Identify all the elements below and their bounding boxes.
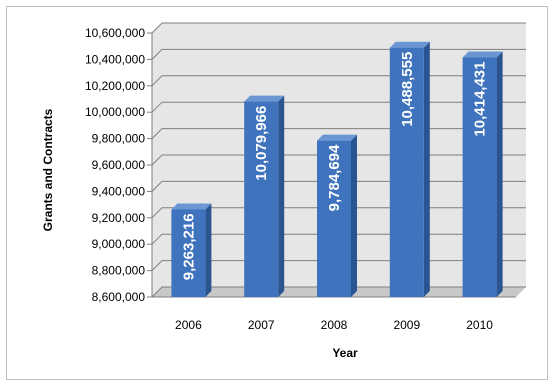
bar-group: 10,488,555 bbox=[389, 41, 430, 297]
bar-top bbox=[317, 134, 357, 141]
bar-top bbox=[462, 51, 503, 58]
x-tick-label: 2010 bbox=[466, 318, 493, 332]
y-tick-label: 10,200,000 bbox=[85, 79, 145, 93]
bar-side bbox=[351, 134, 357, 297]
y-axis-title: Grants and Contracts bbox=[41, 108, 55, 231]
y-tick-label: 9,400,000 bbox=[92, 184, 146, 198]
y-tick-label: 9,200,000 bbox=[92, 211, 146, 225]
y-axis-ticks: 8,600,000 8,800,000 9,000,000 9,200,000 9,40… bbox=[85, 26, 145, 304]
y-tick-label: 10,600,000 bbox=[85, 26, 145, 40]
bar-group: 10,079,966 bbox=[244, 95, 285, 297]
bar-value-label: 10,414,431 bbox=[472, 61, 489, 136]
bars: 9,263,216 10,079,966 9,784,694 10,488,555 10… bbox=[171, 41, 503, 297]
bar-value-label: 9,784,694 bbox=[326, 144, 343, 211]
bar-value-label: 9,263,216 bbox=[180, 213, 197, 280]
x-tick-label: 2007 bbox=[248, 318, 275, 332]
bar bbox=[317, 140, 351, 297]
bar bbox=[171, 209, 206, 297]
y-tick-label: 9,800,000 bbox=[92, 132, 146, 146]
y-tick-label: 9,000,000 bbox=[92, 237, 146, 251]
bar-value-label: 10,488,555 bbox=[399, 52, 416, 127]
bar-side bbox=[423, 41, 430, 297]
bar bbox=[244, 101, 279, 297]
bar-side bbox=[278, 95, 285, 297]
gridline bbox=[151, 22, 526, 34]
bar-group: 9,263,216 bbox=[171, 203, 212, 297]
bar-value-label: 10,079,966 bbox=[253, 106, 270, 181]
x-tick-label: 2006 bbox=[175, 318, 202, 332]
bar-group: 10,414,431 bbox=[462, 51, 503, 297]
bar-side bbox=[496, 51, 503, 297]
bar-side bbox=[205, 203, 212, 297]
bar-group: 9,784,694 bbox=[317, 134, 357, 297]
y-tick-label: 8,600,000 bbox=[92, 290, 146, 304]
bar-top bbox=[171, 203, 212, 210]
y-tick-label: 10,000,000 bbox=[85, 105, 145, 119]
bar bbox=[462, 57, 497, 297]
y-tick-label: 8,800,000 bbox=[92, 264, 146, 278]
x-tick-label: 2008 bbox=[321, 318, 348, 332]
bar-top bbox=[244, 95, 285, 102]
bar-top bbox=[389, 41, 430, 48]
y-tick-label: 9,600,000 bbox=[92, 158, 146, 172]
x-tick-label: 2009 bbox=[393, 318, 420, 332]
y-tick-label: 10,400,000 bbox=[85, 52, 145, 66]
x-axis-ticks: 2006 2007 2008 2009 2010 bbox=[175, 318, 493, 332]
bar bbox=[389, 47, 424, 297]
x-axis-title: Year bbox=[332, 346, 358, 360]
